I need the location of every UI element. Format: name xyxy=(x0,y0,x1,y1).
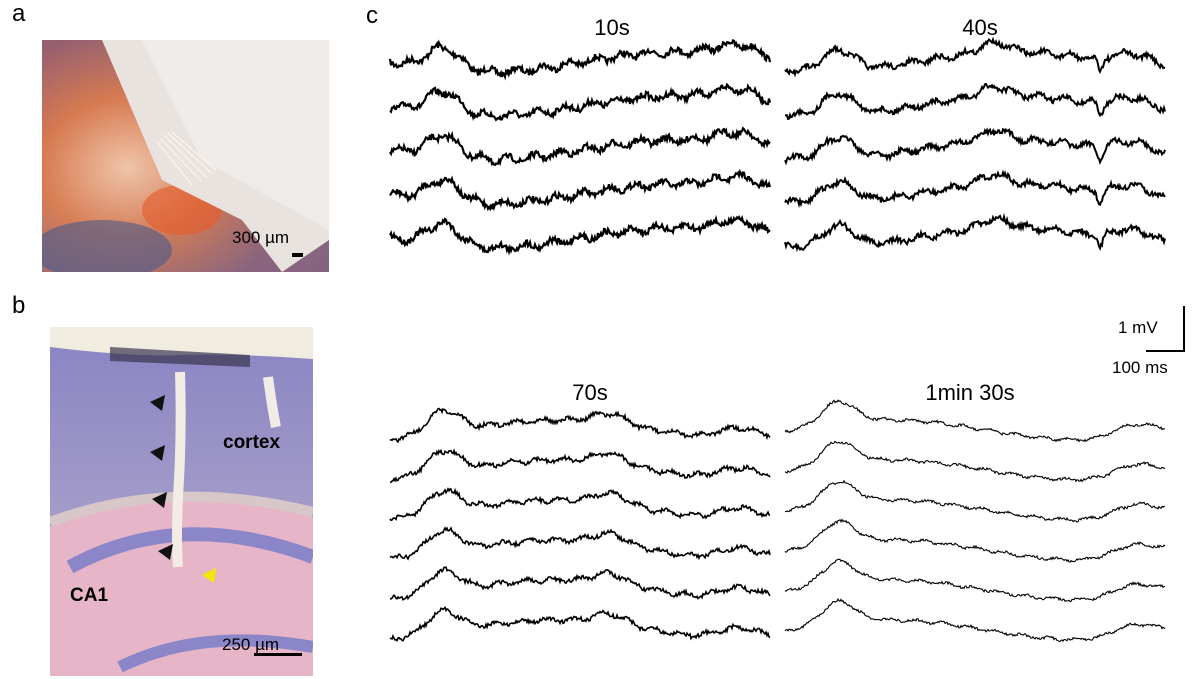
trace-line xyxy=(785,82,1166,121)
panel-b-scale-label: 250 µm xyxy=(222,635,280,654)
panel-a-letter: a xyxy=(12,0,26,27)
histology-image xyxy=(50,327,313,676)
trace-line xyxy=(784,127,1166,166)
trace-line xyxy=(784,558,1165,602)
panel-c-letter: c xyxy=(366,2,378,29)
trace-line xyxy=(389,526,771,561)
trace-group-title-10s: 10s xyxy=(594,15,630,40)
panel-c-voltage-scale-bar xyxy=(1183,306,1185,352)
panel-c-time-scale-label: 100 ms xyxy=(1112,358,1168,377)
trace-line xyxy=(389,566,771,601)
trace-line xyxy=(389,448,771,484)
trace-line xyxy=(784,597,1166,642)
panel-b-cortex-label: cortex xyxy=(223,432,281,453)
panel-b-letter: b xyxy=(12,292,26,319)
panel-b-photo xyxy=(50,327,313,676)
panel-c-voltage-scale-label: 1 mV xyxy=(1118,318,1158,337)
trace-group-title-40s: 40s xyxy=(962,15,998,40)
trace-line xyxy=(784,518,1166,563)
trace-line xyxy=(389,168,772,212)
eeg-traces-canvas xyxy=(388,36,1166,642)
panel-a-photo xyxy=(42,40,329,272)
probe-photo-image xyxy=(42,40,329,272)
panel-a-scale-label: 300 µm xyxy=(232,228,290,247)
trace-line xyxy=(784,36,1166,78)
panel-c-time-scale-bar xyxy=(1146,350,1185,352)
trace-group-title-1min30s: 1min 30s xyxy=(925,380,1015,405)
trace-group-title-70s: 70s xyxy=(572,380,608,405)
trace-line xyxy=(784,479,1166,523)
trace-line xyxy=(389,407,771,444)
trace-line xyxy=(388,39,772,81)
trace-line xyxy=(389,487,771,522)
panel-b-ca1-label: CA1 xyxy=(70,585,109,606)
trace-line xyxy=(784,399,1166,443)
trace-line xyxy=(784,212,1166,253)
trace-line xyxy=(389,82,772,122)
trace-line xyxy=(784,169,1166,209)
trace-line xyxy=(389,606,771,642)
trace-line xyxy=(784,440,1166,483)
panel-a-scale-bar xyxy=(292,253,303,257)
trace-line xyxy=(389,214,771,256)
trace-line xyxy=(389,126,771,167)
